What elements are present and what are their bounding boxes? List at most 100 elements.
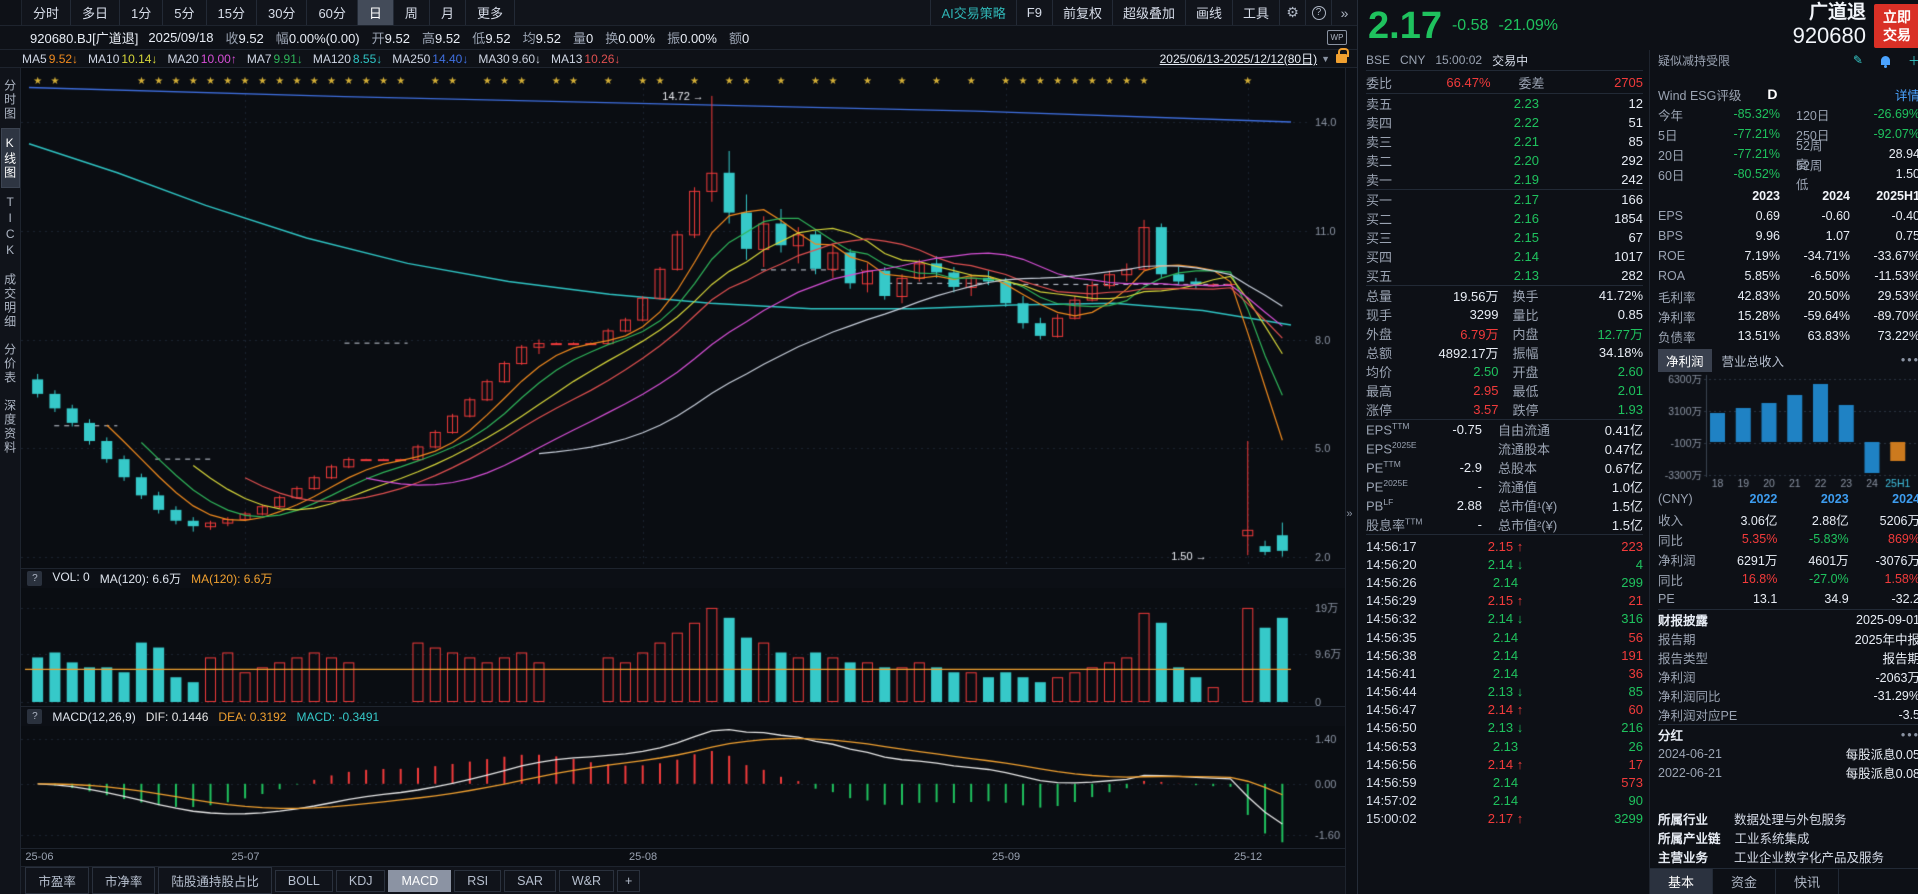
yearly-table-row: 同比 16.8% -27.0% 1.58%: [1658, 572, 1918, 588]
menu-item-2[interactable]: 前复权: [1051, 0, 1112, 25]
period-tab-日[interactable]: 日: [357, 0, 394, 25]
stat-row: 外盘 6.79万 内盘 12.77万: [1366, 327, 1643, 342]
indicator-tab-W&R[interactable]: W&R: [558, 869, 615, 892]
date-range-selector[interactable]: 2025/06/13-2025/12/12(80日): [1159, 52, 1318, 66]
menu-item-1[interactable]: F9: [1015, 0, 1052, 25]
settings-gear-icon[interactable]: ⚙: [1279, 0, 1305, 25]
volume-label: VOL: 0: [52, 570, 90, 584]
indicator-tab-MACD[interactable]: MACD: [388, 869, 452, 892]
currency-label: CNY: [1400, 53, 1426, 67]
indicator-tab-市净率[interactable]: 市净率: [91, 867, 156, 894]
period-tab-分时[interactable]: 分时: [22, 0, 72, 25]
unlock-icon[interactable]: [1336, 48, 1349, 63]
restriction-notice: 疑似减持受限: [1658, 53, 1731, 68]
period-tab-15分[interactable]: 15分: [207, 0, 257, 25]
ask-level-row[interactable]: 卖三 2.21 85: [1366, 134, 1643, 150]
trade-row: 14:56:44 2.13 ↓ 85: [1366, 684, 1643, 700]
quote-field: 幅0.00%(0.00): [275, 31, 360, 46]
period-tabs: 分时 多日 1分 5分 15分 30分 60分日周月更多: [22, 0, 515, 25]
yearly-table: (CNY) 2022 2023 2024 收入 3.06亿 2.88亿 5206万 同比 5.35…: [1658, 489, 1918, 609]
quote-field: 低9.52: [472, 31, 511, 46]
dividend-more-icon[interactable]: •••: [1900, 727, 1918, 742]
yearly-table-row: PE 13.1 34.9 -32.2: [1658, 592, 1918, 606]
indicator-tab-RSI[interactable]: RSI: [454, 869, 502, 892]
stat-row: 最高 2.95 最低 2.01: [1366, 383, 1643, 399]
volume-chart-canvas[interactable]: [21, 588, 1346, 706]
trade-now-button[interactable]: 立即 交易: [1874, 4, 1918, 48]
panel-tab-资金[interactable]: 资金: [1713, 869, 1777, 894]
ask-level-row[interactable]: 卖二 2.20 292: [1366, 153, 1643, 169]
quote-fields: 收9.52 幅0.00%(0.00) 开9.52 高9.52 低9.52 均9.52 量0 换…: [225, 28, 761, 47]
period-tab-1分[interactable]: 1分: [120, 0, 164, 25]
market-status-row: BSE CNY 15:00:02 交易中: [1366, 50, 1643, 70]
trade-ticker-list[interactable]: 14:56:17 2.15 ↑ 223 14:56:20 2.14 ↓ 4 14:56:26…: [1366, 537, 1643, 894]
panel-tab-快讯[interactable]: 快讯: [1776, 869, 1840, 894]
profit-bar-chart: [1658, 371, 1918, 489]
left-sidebar: 分时图 K线图 TICK 成交明细分价表深度资料: [0, 68, 22, 894]
ask-level-row[interactable]: 卖五 2.23 12: [1366, 96, 1643, 112]
valuation-row: EPSTTM -0.75 自由流通 0.41亿: [1366, 421, 1643, 438]
chart-tab-净利润[interactable]: 净利润: [1658, 348, 1712, 372]
menu-item-4[interactable]: 画线: [1184, 0, 1232, 25]
menu-item-0[interactable]: AI交易策略: [930, 0, 1015, 25]
sidebar-item-深度资料[interactable]: 深度资料: [2, 399, 17, 455]
volume-help-icon[interactable]: ?: [27, 571, 43, 586]
bid-level-row[interactable]: 买二 2.16 1854: [1366, 211, 1643, 227]
edit-pencil-icon[interactable]: ✎: [1852, 53, 1863, 67]
ma-legend-item: MA250 14.40↓: [392, 51, 469, 66]
period-tab-月[interactable]: 月: [430, 0, 466, 25]
stat-row: 涨停 3.57 跌停 1.93: [1366, 402, 1643, 418]
quote-date: 2025/09/18: [148, 30, 214, 45]
sidebar-item-分时图[interactable]: 分时图: [2, 79, 17, 121]
period-tab-更多[interactable]: 更多: [466, 0, 515, 25]
macd-help-icon[interactable]: ?: [27, 709, 43, 724]
esg-detail-link[interactable]: 详情: [1894, 88, 1918, 103]
sidebar-item-TICK[interactable]: TICK: [3, 195, 18, 259]
indicator-tab-KDJ[interactable]: KDJ: [335, 869, 386, 892]
panel-tab-基本[interactable]: 基本: [1650, 869, 1714, 894]
sidebar-item-成交明细[interactable]: 成交明细: [2, 273, 17, 329]
yearly-table-row: 收入 3.06亿 2.88亿 5206万: [1658, 513, 1918, 528]
more-chevron-icon[interactable]: »: [1331, 0, 1357, 25]
quote-header: 2.17 -0.58 -21.09% 广道退 920680 立即 交易: [1358, 0, 1918, 50]
menu-item-5[interactable]: 工具: [1231, 0, 1279, 25]
sidebar-item-分价表[interactable]: 分价表: [2, 343, 17, 385]
wp-monitor-icon[interactable]: WP: [1327, 30, 1347, 45]
sidebar-item-K线图[interactable]: K线图: [0, 128, 20, 188]
ask-level-row[interactable]: 卖四 2.22 51: [1366, 115, 1643, 131]
period-tab-30分[interactable]: 30分: [257, 0, 308, 25]
macd-pane-header: ? MACD(12,26,9) DIF: 0.1446 DEA: 0.3192 MAC…: [21, 706, 1346, 726]
period-tab-60分[interactable]: 60分: [307, 0, 358, 25]
bid-level-row[interactable]: 买三 2.15 67: [1366, 230, 1643, 246]
help-icon[interactable]: ?: [1305, 0, 1331, 25]
macd-chart-canvas[interactable]: [21, 726, 1346, 848]
menu-item-3[interactable]: 超级叠加: [1111, 0, 1185, 25]
notice-row: 疑似减持受限 ✎ ＋: [1658, 50, 1918, 70]
bid-level-row[interactable]: 买一 2.17 166: [1366, 192, 1643, 208]
bid-level-row[interactable]: 买五 2.13 282: [1366, 268, 1643, 284]
trade-row: 14:56:50 2.13 ↓ 216: [1366, 720, 1643, 736]
indicator-tab-BOLL[interactable]: BOLL: [274, 869, 333, 892]
indicator-tab-市盈率[interactable]: 市盈率: [25, 867, 89, 894]
indicator-tab-陆股通持股占比[interactable]: 陆股通持股占比: [158, 867, 272, 894]
yearly-table-row: 净利润 6291万 4601万 -3076万: [1658, 553, 1918, 568]
more-options-icon[interactable]: •••: [1900, 353, 1918, 367]
period-tab-5分[interactable]: 5分: [163, 0, 207, 25]
kline-chart-canvas[interactable]: [21, 68, 1346, 568]
collapse-panel-icon[interactable]: »: [1346, 508, 1353, 520]
ask-level-row[interactable]: 卖一 2.19 242: [1366, 172, 1643, 188]
chevron-down-icon[interactable]: ▼: [1321, 53, 1330, 64]
alert-bell-icon[interactable]: [1880, 55, 1890, 68]
bid-level-row[interactable]: 买四 2.14 1017: [1366, 249, 1643, 265]
period-tab-周[interactable]: 周: [394, 0, 430, 25]
report-row: 净利润对应PE -3.5: [1658, 707, 1918, 724]
ma-legend-item: MA13 10.26↓: [551, 51, 621, 66]
session-status: 交易中: [1492, 53, 1529, 68]
financial-table-row: BPS 9.96 1.07 0.75: [1658, 229, 1918, 243]
add-plus-icon[interactable]: ＋: [1907, 53, 1918, 68]
dividend-row: 2022-06-21 每股派息0.08: [1658, 765, 1918, 782]
indicator-tab-SAR[interactable]: SAR: [504, 869, 556, 892]
period-tab-多日[interactable]: 多日: [71, 0, 121, 25]
add-indicator-button[interactable]: +: [617, 869, 641, 892]
chart-tab-营业总收入[interactable]: 营业总收入: [1721, 354, 1785, 369]
